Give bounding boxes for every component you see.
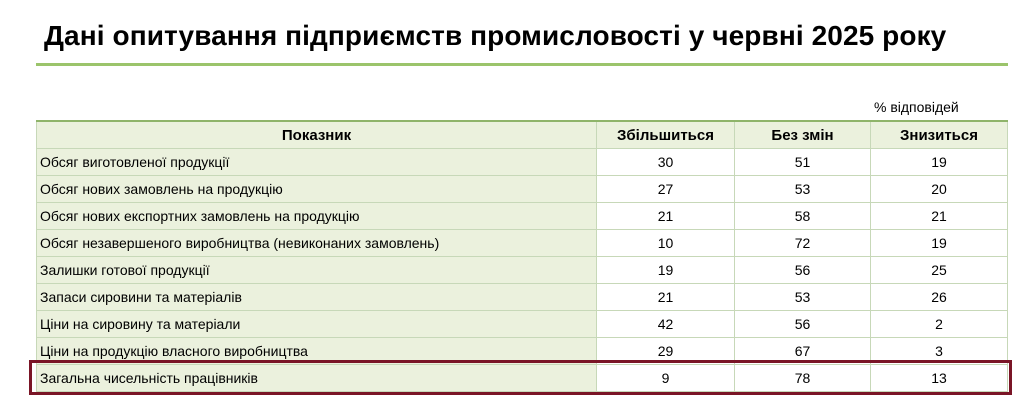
cell-unchanged: 53	[734, 175, 871, 203]
cell-unchanged: 58	[734, 202, 871, 230]
table-row: Запаси сировини та матеріалів 21 53 26	[36, 283, 1008, 311]
unit-note: % відповідей	[874, 99, 959, 115]
column-header-unchanged: Без змін	[734, 120, 871, 149]
cell-unchanged: 53	[734, 283, 871, 311]
table-header-row: Показник Збільшиться Без змін Знизиться	[36, 120, 1008, 149]
cell-decrease: 19	[870, 229, 1008, 257]
cell-increase: 27	[596, 175, 735, 203]
table-row: Обсяг нових замовлень на продукцію 27 53…	[36, 175, 1008, 203]
table-row: Залишки готової продукції 19 56 25	[36, 256, 1008, 284]
cell-decrease: 13	[870, 364, 1008, 392]
cell-increase: 10	[596, 229, 735, 257]
column-header-increase: Збільшиться	[596, 120, 735, 149]
row-label: Обсяг нових експортних замовлень на прод…	[36, 202, 597, 230]
page-title: Дані опитування підприємств промисловост…	[44, 20, 947, 51]
cell-decrease: 3	[870, 337, 1008, 365]
cell-decrease: 21	[870, 202, 1008, 230]
table-row: Ціни на продукцію власного виробництва 2…	[36, 337, 1008, 365]
cell-decrease: 20	[870, 175, 1008, 203]
cell-unchanged: 56	[734, 256, 871, 284]
row-label: Обсяг незавершеного виробництва (невикон…	[36, 229, 597, 257]
survey-table: Показник Збільшиться Без змін Знизиться …	[36, 120, 1008, 392]
table-row: Ціни на сировину та матеріали 42 56 2	[36, 310, 1008, 338]
cell-unchanged: 72	[734, 229, 871, 257]
cell-increase: 30	[596, 148, 735, 176]
cell-decrease: 25	[870, 256, 1008, 284]
cell-decrease: 26	[870, 283, 1008, 311]
table-row: Обсяг виготовленої продукції 30 51 19	[36, 148, 1008, 176]
row-label: Обсяг нових замовлень на продукцію	[36, 175, 597, 203]
column-header-indicator: Показник	[36, 120, 597, 149]
cell-unchanged: 56	[734, 310, 871, 338]
row-label: Обсяг виготовленої продукції	[36, 148, 597, 176]
table-row-highlighted: Загальна чисельність працівників 9 78 13	[36, 364, 1008, 392]
cell-increase: 21	[596, 202, 735, 230]
cell-increase: 21	[596, 283, 735, 311]
cell-increase: 9	[596, 364, 735, 392]
column-header-decrease: Знизиться	[870, 120, 1008, 149]
row-label: Ціни на сировину та матеріали	[36, 310, 597, 338]
cell-increase: 19	[596, 256, 735, 284]
cell-increase: 29	[596, 337, 735, 365]
title-divider	[36, 63, 1008, 66]
cell-unchanged: 78	[734, 364, 871, 392]
cell-decrease: 2	[870, 310, 1008, 338]
row-label: Залишки готової продукції	[36, 256, 597, 284]
row-label: Загальна чисельність працівників	[36, 364, 597, 392]
cell-decrease: 19	[870, 148, 1008, 176]
table-row: Обсяг нових експортних замовлень на прод…	[36, 202, 1008, 230]
row-label: Ціни на продукцію власного виробництва	[36, 337, 597, 365]
cell-unchanged: 67	[734, 337, 871, 365]
row-label: Запаси сировини та матеріалів	[36, 283, 597, 311]
cell-increase: 42	[596, 310, 735, 338]
cell-unchanged: 51	[734, 148, 871, 176]
table-row: Обсяг незавершеного виробництва (невикон…	[36, 229, 1008, 257]
